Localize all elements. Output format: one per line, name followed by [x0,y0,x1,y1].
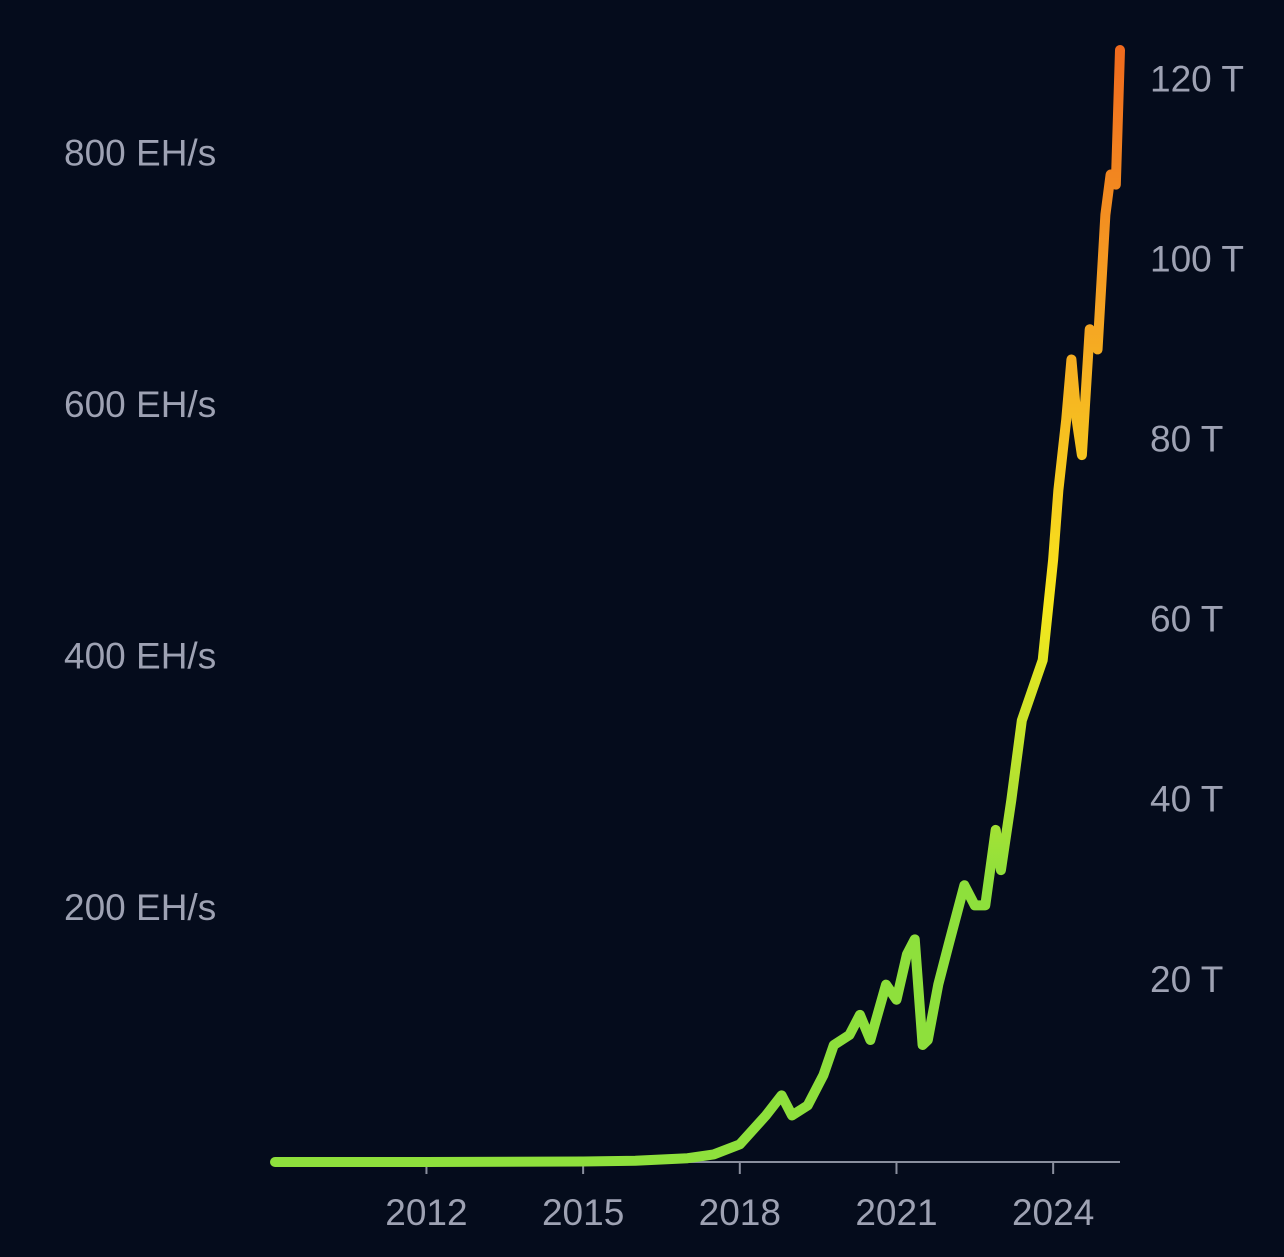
x-tick-label: 2012 [385,1192,467,1233]
data-line [270,45,1125,1167]
y-tick-label: 600 EH/s [64,384,216,425]
y-tick-label: 400 EH/s [64,636,216,677]
x-tick-label: 2024 [1012,1192,1094,1233]
y-tick-label: 800 EH/s [64,132,216,173]
y2-tick-label: 60 T [1150,599,1223,640]
y2-tick-label: 100 T [1150,239,1244,280]
x-tick-label: 2018 [699,1192,781,1233]
y2-tick-label: 80 T [1150,419,1223,460]
y-tick-label: 200 EH/s [64,887,216,928]
y2-tick-label: 40 T [1150,779,1223,820]
x-tick-label: 2015 [542,1192,624,1233]
y2-tick-label: 120 T [1150,59,1244,100]
y2-tick-label: 20 T [1150,959,1223,1000]
x-tick-label: 2021 [855,1192,937,1233]
